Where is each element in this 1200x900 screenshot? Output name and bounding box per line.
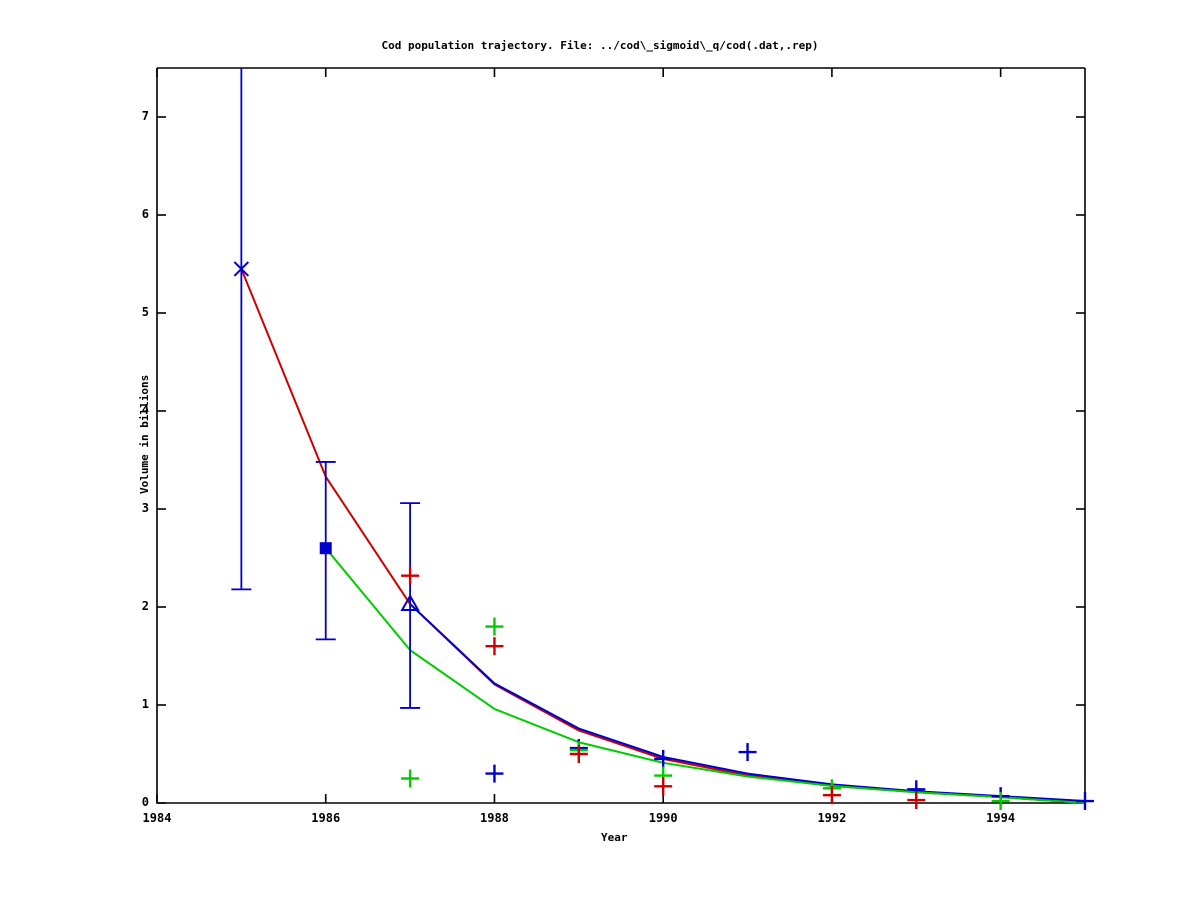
x-axis-title: Year [601, 831, 628, 844]
plus-marker-green-1988 [485, 617, 504, 636]
plus-marker-red-1988 [485, 637, 504, 656]
triangle-marker-1987 [400, 594, 420, 612]
chart-title: Cod population trajectory. File: ../cod\… [381, 39, 819, 52]
y-tick-label: 4 [141, 403, 149, 417]
plus-marker-blue-1991 [738, 743, 757, 762]
y-tick-label: 1 [141, 697, 149, 711]
y-tick-label: 2 [141, 599, 149, 613]
square-marker [319, 542, 332, 555]
x-tick-label: 1994 [986, 811, 1016, 825]
plus-marker-blue-1988 [485, 764, 504, 783]
axis-spines [156, 68, 1085, 804]
x-tick-label: 1984 [142, 811, 172, 825]
x-tick-label: 1986 [311, 811, 341, 825]
series-group [240, 268, 1086, 804]
x-tick-label: 1990 [648, 811, 678, 825]
markers-group [233, 261, 1094, 811]
series-line-red-trajectory [240, 268, 1086, 804]
plus-marker-green-1994 [991, 792, 1010, 811]
y-tick-label: 6 [141, 207, 149, 221]
x-tick-label: 1992 [817, 811, 847, 825]
y-tick-label: 3 [141, 501, 149, 515]
error-bar-1985 [231, 68, 252, 591]
plus-marker-red-1990 [654, 777, 673, 796]
y-tick-label: 5 [141, 305, 149, 319]
plus-marker-blue-1990 [654, 749, 673, 768]
plus-marker-red-1992 [822, 786, 841, 805]
x-marker-b [233, 261, 250, 277]
square-marker-1986 [319, 542, 332, 555]
y-axis-title: Volume in billions [138, 374, 151, 494]
x-marker-1985 [233, 261, 250, 277]
plus-marker-blue-1995 [1076, 792, 1094, 811]
plus-marker-green-1987 [401, 769, 420, 788]
error-bar-1987 [400, 502, 421, 709]
plus-marker-red-1989 [569, 745, 588, 763]
x-tick-label: 1988 [480, 811, 509, 825]
axes-group [156, 67, 1086, 804]
y-tick-label: 0 [141, 795, 149, 809]
plus-marker-red-1987 [401, 566, 420, 585]
triangle-marker [400, 594, 420, 612]
error-bars-group [231, 68, 421, 709]
series-line-blue-trajectory [409, 603, 1086, 803]
plus-marker-red-1993 [907, 791, 926, 810]
y-tick-label: 7 [141, 109, 149, 123]
series-line-green-trajectory [324, 547, 1086, 804]
